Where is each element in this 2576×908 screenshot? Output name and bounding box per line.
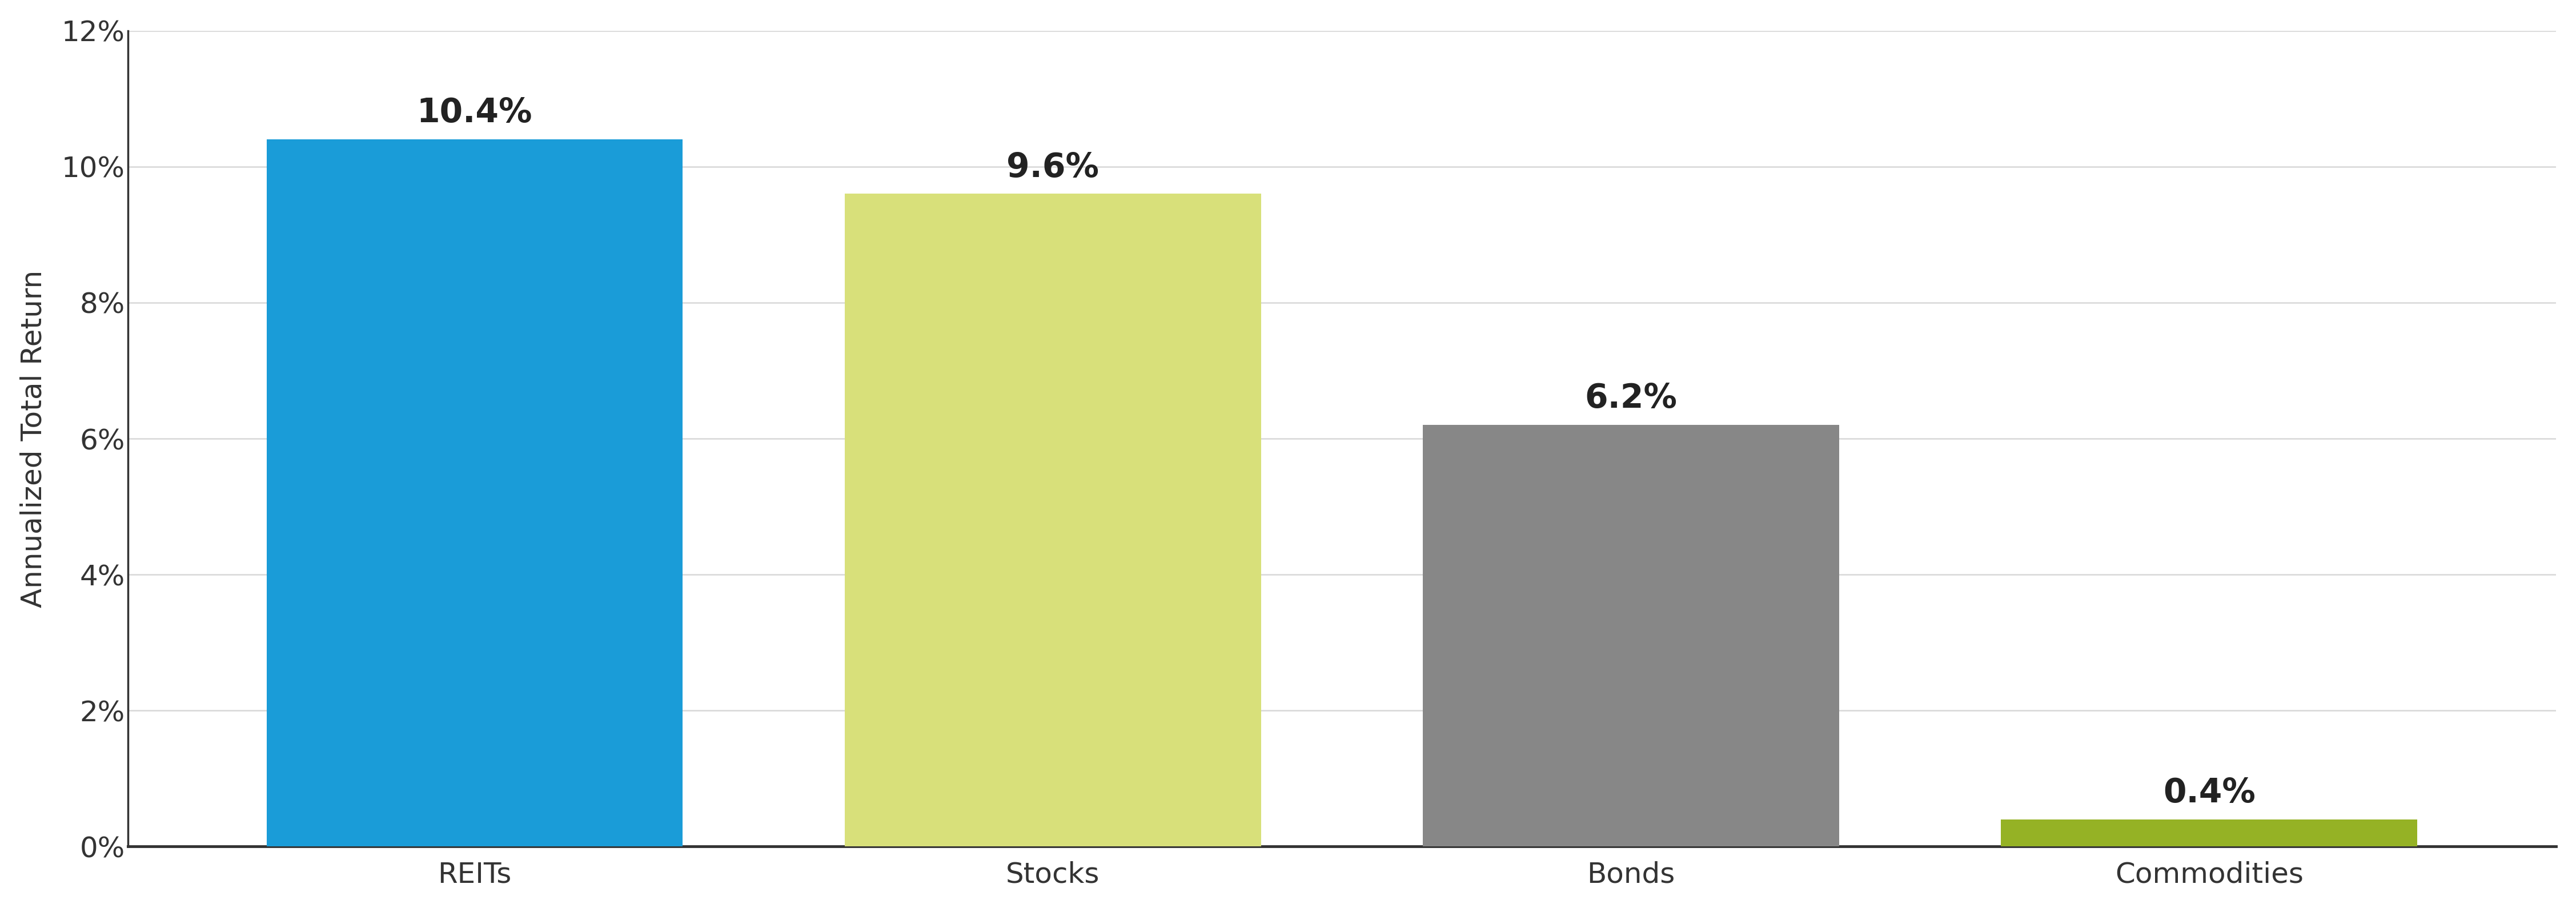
Bar — [2002, 819, 2416, 846]
Bar — [845, 193, 1262, 846]
Y-axis label: Annualized Total Return: Annualized Total Return — [21, 270, 46, 607]
Text: 0.4%: 0.4% — [2164, 776, 2257, 809]
Text: 10.4%: 10.4% — [417, 97, 533, 129]
Bar — [265, 140, 683, 846]
Text: 6.2%: 6.2% — [1584, 382, 1677, 415]
Text: 9.6%: 9.6% — [1007, 151, 1100, 183]
Bar — [1422, 425, 1839, 846]
